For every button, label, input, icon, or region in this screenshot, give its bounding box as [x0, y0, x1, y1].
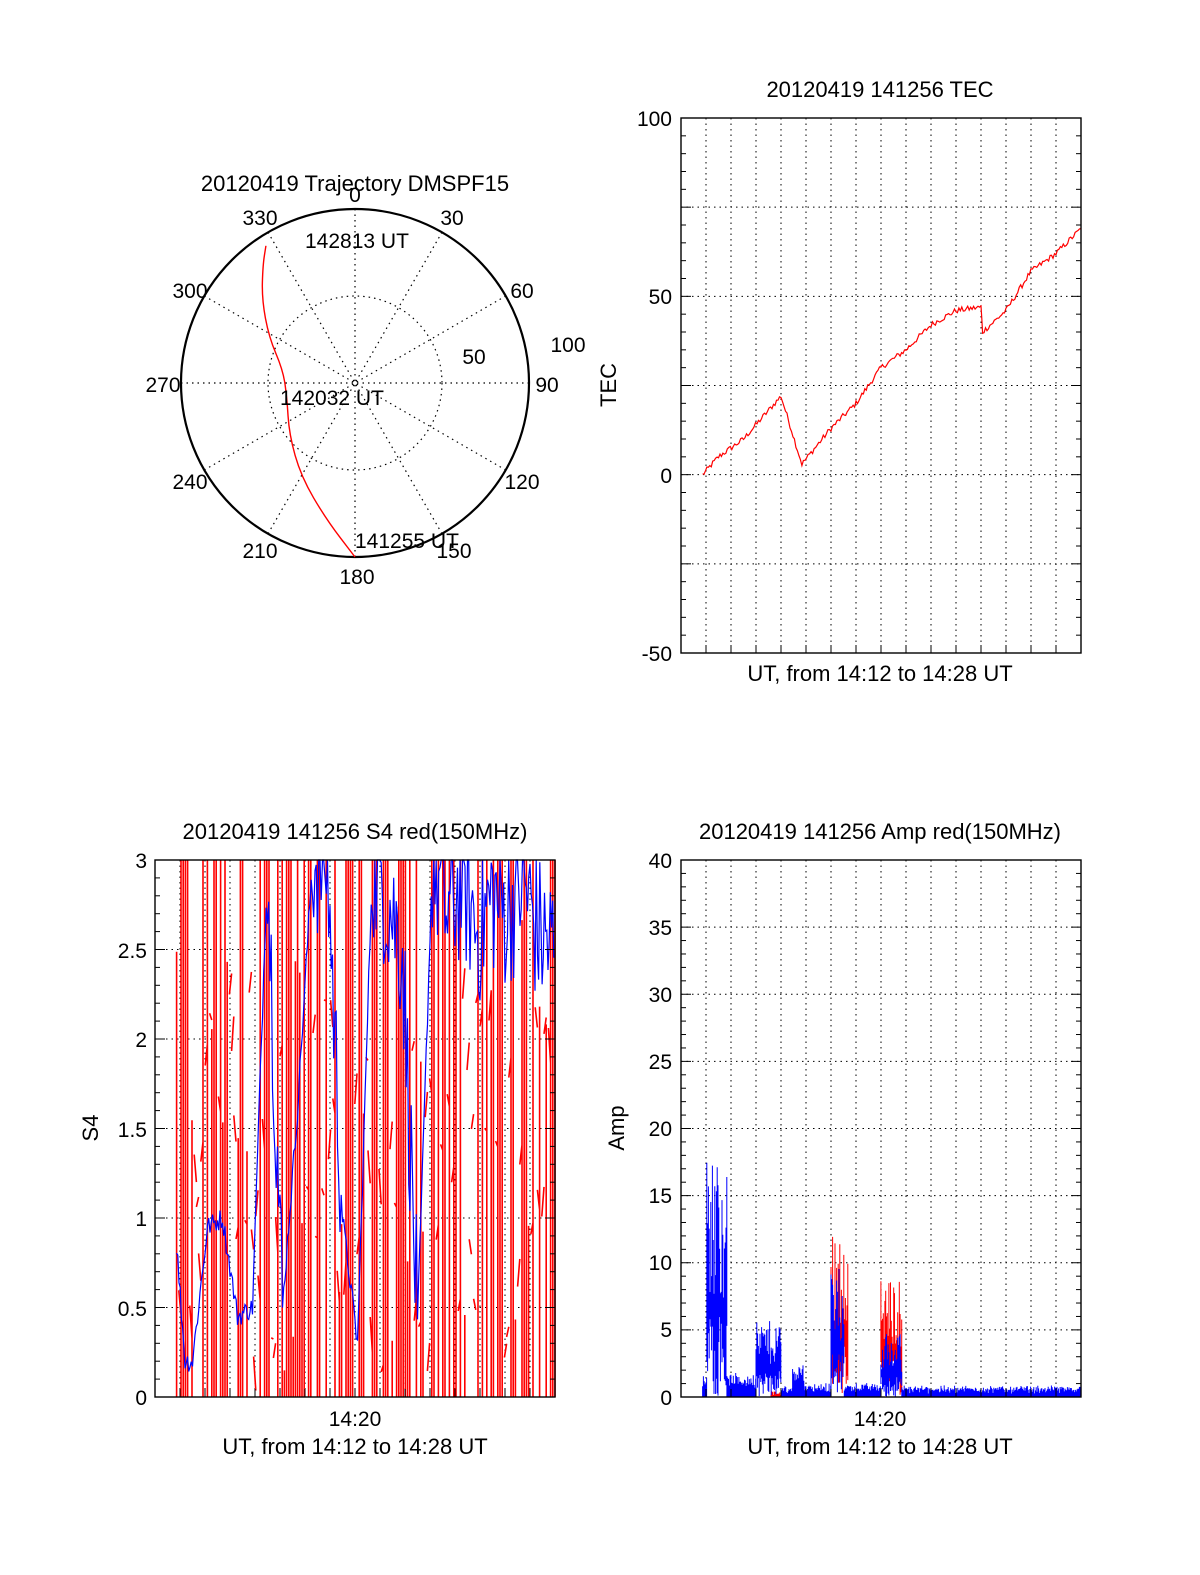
- tec-chart: 20120419 141256 TEC 100 50 0 -50 TEC UT,…: [596, 77, 1082, 686]
- s4-ticks: [155, 877, 555, 1397]
- polar-angle-label: 240: [172, 471, 207, 494]
- tec-ylabel: TEC: [596, 363, 621, 407]
- tec-xlabel: UT, from 14:12 to 14:28 UT: [747, 661, 1012, 686]
- polar-grid-spoke: [267, 232, 443, 534]
- tec-ytick-label: 100: [637, 108, 672, 131]
- amp-title: 20120419 141256 Amp red(150MHz): [699, 819, 1061, 844]
- s4-xtick-label: 14:20: [329, 1408, 382, 1431]
- s4-ytick-label: 0: [135, 1387, 147, 1410]
- s4-ytick-label: 0.5: [118, 1298, 147, 1321]
- s4-title: 20120419 141256 S4 red(150MHz): [183, 819, 528, 844]
- amp-series-blue: [702, 1162, 1082, 1397]
- tec-ticks: [681, 135, 1081, 653]
- trajectory-annotation-end: 142813 UT: [305, 230, 409, 253]
- amp-ytick-label: 30: [649, 984, 672, 1007]
- trajectory-series-red: [261, 245, 356, 558]
- trajectory-annotation-start: 141255 UT: [355, 530, 459, 553]
- s4-ytick-label: 3: [135, 850, 147, 873]
- amp-ytick-label: 15: [649, 1185, 672, 1208]
- tec-grid: [681, 118, 1081, 653]
- polar-angle-label: 120: [504, 471, 539, 494]
- polar-angle-label: 270: [145, 374, 180, 397]
- amp-grid: [681, 860, 1081, 1397]
- polar-radial-label: 50: [462, 346, 485, 369]
- polar-angle-label: 300: [172, 280, 207, 303]
- tec-title: 20120419 141256 TEC: [766, 77, 993, 102]
- s4-ytick-label: 2.5: [118, 940, 147, 963]
- polar-angle-label: 210: [242, 540, 277, 563]
- polar-angle-label: 0: [349, 184, 361, 207]
- polar-angle-label: 150: [436, 540, 471, 563]
- s4-series-group: [175, 859, 556, 1397]
- s4-chart: 20120419 141256 S4 red(150MHz) 3 2.5 2 1…: [78, 819, 556, 1459]
- amp-ticks: [681, 872, 1081, 1397]
- tec-ytick-label: 50: [649, 286, 672, 309]
- polar-grid-ring: [267, 295, 443, 471]
- amp-ytick-label: 40: [649, 850, 672, 873]
- amp-ytick-label: 5: [660, 1319, 672, 1342]
- amp-ytick-label: 25: [649, 1051, 672, 1074]
- polar-angle-label: 90: [535, 374, 558, 397]
- tec-series-line: [702, 228, 1082, 475]
- s4-ytick-label: 2: [135, 1029, 147, 1052]
- trajectory-annotation-mid: 142032 UT: [280, 387, 384, 410]
- tec-ytick-label: -50: [642, 643, 672, 666]
- amp-series-group: [702, 1162, 1082, 1397]
- trajectory-title: 20120419 Trajectory DMSPF15: [201, 171, 509, 196]
- s4-ylabel: S4: [78, 1115, 103, 1142]
- amp-ytick-label: 35: [649, 917, 672, 940]
- polar-grid-spoke: [267, 232, 443, 534]
- polar-radial-label: 100: [550, 334, 585, 357]
- amp-ytick-label: 0: [660, 1387, 672, 1410]
- s4-ytick-label: 1: [135, 1208, 147, 1231]
- s4-series-blue: [176, 859, 555, 1372]
- polar-angle-labels: 0 30 60 90 120 150 180 210 240 270 300 330: [145, 184, 558, 589]
- polar-angle-label: 30: [440, 207, 463, 230]
- amp-ylabel: Amp: [604, 1105, 629, 1150]
- polar-angle-label: 330: [242, 207, 277, 230]
- s4-series-red: [175, 860, 556, 1397]
- amp-xlabel: UT, from 14:12 to 14:28 UT: [747, 1434, 1012, 1459]
- s4-xlabel: UT, from 14:12 to 14:28 UT: [222, 1434, 487, 1459]
- polar-angle-label: 60: [510, 280, 533, 303]
- polar-outer-circle: [179, 207, 531, 559]
- polar-grid: [181, 209, 529, 557]
- amp-chart: 20120419 141256 Amp red(150MHz) 40 35 30…: [604, 819, 1082, 1459]
- amp-ytick-label: 20: [649, 1118, 672, 1141]
- tec-ytick-label: 0: [660, 465, 672, 488]
- tec-series-group: [702, 228, 1082, 475]
- amp-ytick-label: 10: [649, 1252, 672, 1275]
- tec-plot-frame: [680, 117, 1082, 654]
- polar-angle-label: 180: [339, 566, 374, 589]
- trajectory-polar-chart: 20120419 Trajectory DMSPF15 0 30 60 90 120 15…: [145, 171, 585, 589]
- amp-xtick-label: 14:20: [854, 1408, 907, 1431]
- s4-ytick-label: 1.5: [118, 1119, 147, 1142]
